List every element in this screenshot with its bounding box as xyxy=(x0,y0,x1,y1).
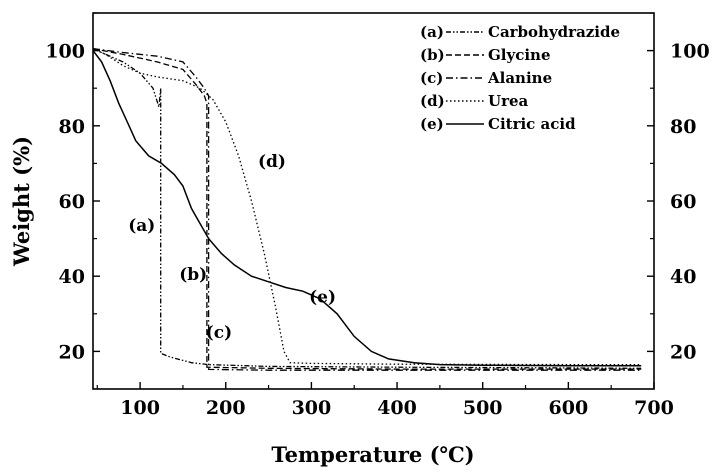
legend: (a) Carbohydrazide (b) Glycine (c) Alanine (d)… xyxy=(420,23,620,133)
curve-label-d: (d) xyxy=(258,152,286,172)
legend-label-c: Alanine xyxy=(487,69,552,87)
curve-label-e: (e) xyxy=(309,288,336,308)
x-tick-label: 300 xyxy=(292,397,332,419)
curve-label-a: (a) xyxy=(128,216,155,236)
legend-label-e: Citric acid xyxy=(488,115,576,133)
y-axis-title: Weight (%) xyxy=(9,136,34,267)
legend-label-b: Glycine xyxy=(488,46,551,64)
x-tick-label: 400 xyxy=(377,397,417,419)
y-right-tick-label: 60 xyxy=(670,191,696,213)
plot-frame xyxy=(92,12,655,390)
series-line-d xyxy=(92,48,642,366)
y-tick-label: 100 xyxy=(45,41,85,63)
series-line-e xyxy=(92,50,642,367)
y-right-tick-label: 100 xyxy=(670,41,710,63)
x-tick-label: 600 xyxy=(549,397,589,419)
series-line-c xyxy=(92,48,642,371)
x-tick-label: 700 xyxy=(634,397,674,419)
curve-labels-layer: (a) (b) (c) (d) (e) xyxy=(128,152,336,343)
curve-label-c: (c) xyxy=(206,323,232,343)
legend-label-a: Carbohydrazide xyxy=(488,23,620,41)
legend-label-d: Urea xyxy=(488,92,529,110)
legend-tag-b: (b) xyxy=(420,46,445,64)
x-tick-label: 200 xyxy=(206,397,246,419)
y-right-tick-label: 20 xyxy=(670,341,696,363)
x-tick-label: 100 xyxy=(120,397,160,419)
y-right-tick-label: 80 xyxy=(670,116,696,138)
curves-layer xyxy=(92,48,642,371)
legend-tag-a: (a) xyxy=(420,23,444,41)
series-line-b xyxy=(92,48,642,370)
legend-tag-d: (d) xyxy=(420,92,445,110)
legend-tag-e: (e) xyxy=(420,115,444,133)
legend-tag-c: (c) xyxy=(420,69,443,87)
curve-label-b: (b) xyxy=(179,265,207,285)
x-axis-title: Temperature (℃) xyxy=(271,442,474,467)
y-tick-label: 80 xyxy=(59,116,85,138)
y-tick-label: 40 xyxy=(59,266,85,288)
ticks-layer: 100 200 300 400 500 600 700 20 40 60 80 100 20 40 60 80… xyxy=(45,12,710,419)
y-right-tick-label: 40 xyxy=(670,266,696,288)
x-tick-label: 500 xyxy=(463,397,503,419)
series-line-a xyxy=(92,48,642,369)
y-tick-label: 60 xyxy=(59,191,85,213)
y-tick-label: 20 xyxy=(59,341,85,363)
